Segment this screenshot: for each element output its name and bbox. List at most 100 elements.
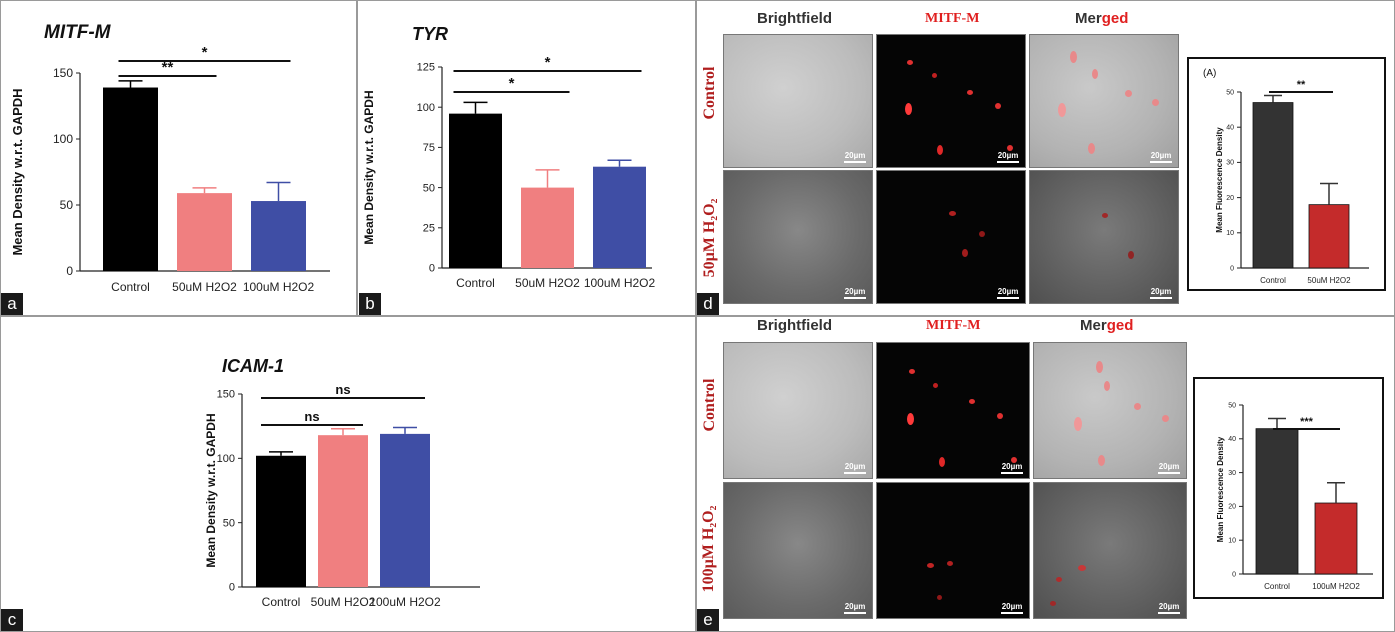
y-tick-label: 100 (217, 453, 235, 465)
scale-bar: 20µm (1158, 463, 1180, 474)
y-tick-label: 0 (429, 263, 435, 275)
scale-bar-label: 20µm (844, 151, 866, 160)
y-axis-label: Mean Density w.r.t. GAPDH (362, 90, 376, 244)
fluorescent-cell (1096, 361, 1103, 373)
fluorescent-cell (1074, 417, 1082, 431)
fluorescent-cell (1078, 565, 1086, 571)
e-quant-box: 0 10 20 30 40 50 Control 100uM H2O2 *** Mean Fluo… (1193, 377, 1384, 599)
d-header-brightfield: Brightfield (757, 10, 832, 27)
d-tile-mitf-control: 20µm (876, 34, 1026, 168)
fluorescent-cell (1125, 90, 1132, 97)
fluorescent-cell (1152, 99, 1159, 106)
y-tick-label: 50 (60, 198, 74, 212)
e-tile-brightfield-treated: 20µm (723, 482, 873, 619)
scale-bar-label: 20µm (997, 151, 1019, 160)
e-header-merged-a: Mer (1080, 317, 1107, 334)
scale-bar: 20µm (1001, 603, 1023, 614)
significance-label: * (545, 54, 551, 71)
bar (1308, 204, 1350, 269)
e-header-merged-b: ged (1106, 317, 1134, 334)
fluorescent-cell (967, 90, 973, 95)
y-tick-label: 150 (53, 66, 73, 80)
e-header-merged: Merged (1080, 317, 1133, 334)
scale-bar-label: 20µm (1150, 287, 1172, 296)
scale-bar: 20µm (1158, 603, 1180, 614)
fluorescent-cell (979, 231, 985, 237)
y-tick-label: 10 (1226, 230, 1234, 237)
e-tile-merged-control: 20µm (1033, 342, 1187, 479)
scale-bar-line (1150, 297, 1172, 299)
chart-b: 0 25 50 75 100 125 Control 50uM H2O2 100uM H2O2 *… (362, 24, 656, 290)
fluorescent-cell (1070, 51, 1077, 63)
chart-title: (A) (1203, 68, 1216, 79)
d-header-mitf: MITF-M (925, 11, 980, 26)
fluorescent-cell (1134, 403, 1141, 410)
y-tick-label: 75 (423, 142, 435, 154)
y-tick-label: 25 (423, 222, 435, 234)
scale-bar: 20µm (1001, 463, 1023, 474)
y-tick-label: 20 (1228, 504, 1236, 511)
x-tick-label: Control (1260, 276, 1286, 285)
panel-a-frame (0, 0, 357, 316)
e-header-brightfield: Brightfield (757, 317, 832, 334)
x-tick-label: Control (456, 276, 495, 290)
fluorescent-cell (933, 383, 938, 388)
y-tick-label: 0 (229, 582, 235, 594)
y-tick-label: 50 (423, 182, 435, 194)
scale-bar-label: 20µm (844, 287, 866, 296)
x-tick-label: 50uM H2O2 (172, 280, 237, 294)
d-header-merged: Merged (1075, 10, 1128, 27)
e-row-label-treated: 100µM H₂O₂ (700, 505, 717, 593)
e-tile-mitf-treated: 20µm (876, 482, 1030, 619)
scale-bar: 20µm (997, 288, 1019, 299)
d-quant-box: 0 10 20 30 40 50 Control 50uM H2O2 ** (A) Mean Flu… (1187, 57, 1386, 291)
fluorescent-cell (939, 457, 945, 467)
y-tick-label: 20 (1226, 195, 1234, 202)
fluorescent-cell (1104, 381, 1110, 391)
scale-bar: 20µm (844, 603, 866, 614)
d-tile-merged-treated: 20µm (1029, 170, 1179, 304)
fluorescent-cell (907, 413, 914, 425)
scale-bar-label: 20µm (844, 602, 866, 611)
fluorescent-cell (1058, 103, 1066, 117)
y-tick-label: 0 (66, 264, 73, 278)
y-tick-label: 50 (223, 517, 235, 529)
d-header-merged-b: ged (1101, 10, 1129, 27)
bar (177, 193, 232, 271)
panel-b-frame (357, 0, 696, 316)
y-tick-label: 30 (1226, 160, 1234, 167)
scale-bar: 20µm (1150, 152, 1172, 163)
significance-label: ns (304, 409, 319, 424)
scale-bar-line (1001, 472, 1023, 474)
fluorescent-cell (947, 561, 953, 566)
scale-bar-label: 20µm (1001, 602, 1023, 611)
scale-bar-line (997, 297, 1019, 299)
fluorescent-cell (937, 595, 942, 600)
y-tick-label: 0 (1230, 265, 1234, 272)
significance-label: * (509, 75, 515, 92)
x-tick-label: Control (111, 280, 150, 294)
d-row-label-control: Control (701, 66, 718, 120)
chart-title: TYR (412, 24, 448, 44)
y-axis-label: Mean Fluorescence Density (1215, 127, 1224, 233)
y-axis-label: Mean Density w.r.t. GAPDH (204, 413, 218, 567)
x-tick-label: 50uM H2O2 (1307, 276, 1351, 285)
panel-label-b: b (359, 293, 381, 315)
x-tick-label: 100uM H2O2 (584, 276, 656, 290)
y-tick-label: 50 (1226, 89, 1234, 96)
scale-bar-line (844, 161, 866, 163)
x-tick-label: 100uM H2O2 (369, 595, 441, 609)
scale-bar: 20µm (844, 152, 866, 163)
fluorescent-cell (969, 399, 975, 404)
fluorescent-cell (932, 73, 937, 78)
significance-label: * (202, 44, 208, 61)
d-tile-brightfield-treated: 20µm (723, 170, 873, 304)
y-tick-label: 150 (217, 389, 235, 401)
panel-label-a: a (1, 293, 23, 315)
scale-bar-label: 20µm (844, 462, 866, 471)
significance-label: ** (1297, 79, 1306, 91)
bar (1255, 428, 1299, 575)
fluorescent-cell (905, 103, 912, 115)
